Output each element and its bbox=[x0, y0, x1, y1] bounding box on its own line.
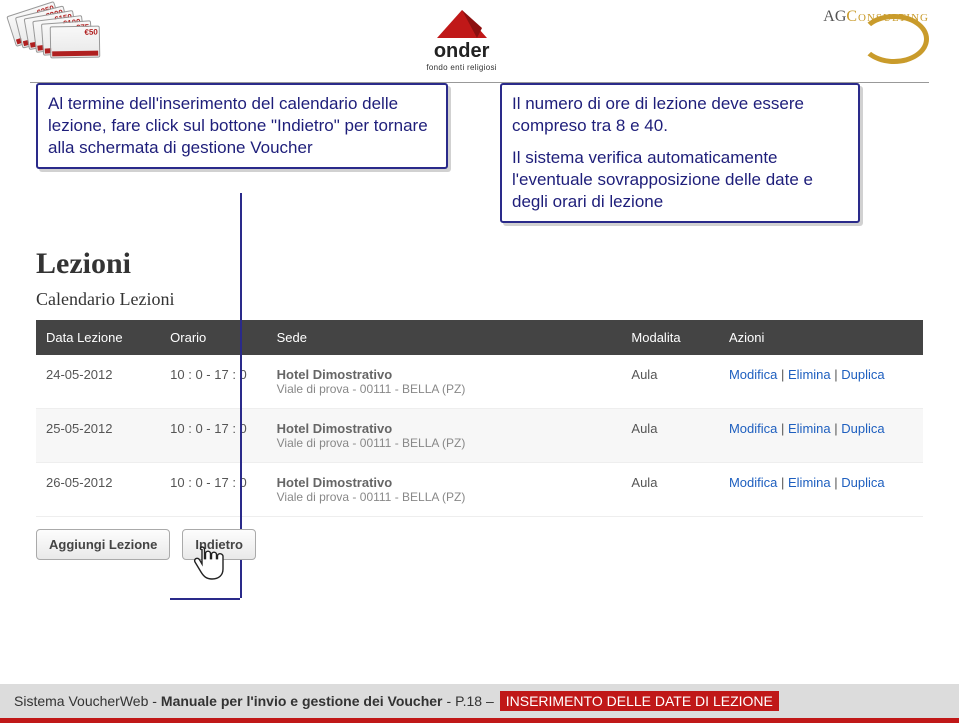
cell-orario: 10 : 0 - 17 : 0 bbox=[160, 409, 266, 463]
col-modalita: Modalita bbox=[621, 320, 719, 355]
cell-modalita: Aula bbox=[621, 355, 719, 409]
cell-azioni: Modifica | Elimina | Duplica bbox=[719, 409, 923, 463]
action-modifica[interactable]: Modifica bbox=[729, 421, 777, 436]
onder-tagline: fondo enti religiosi bbox=[426, 63, 496, 72]
agconsulting-logo: AGConsulting bbox=[823, 8, 929, 64]
table-row: 24-05-201210 : 0 - 17 : 0Hotel Dimostrat… bbox=[36, 355, 923, 409]
col-data: Data Lezione bbox=[36, 320, 160, 355]
callout-indietro-text: Al termine dell'inserimento del calendar… bbox=[48, 93, 436, 159]
action-modifica[interactable]: Modifica bbox=[729, 367, 777, 382]
callout-ore-p2: Il sistema verifica automaticamente l'ev… bbox=[512, 147, 848, 213]
cell-azioni: Modifica | Elimina | Duplica bbox=[719, 355, 923, 409]
cell-data: 24-05-2012 bbox=[36, 355, 160, 409]
add-lesson-button[interactable]: Aggiungi Lezione bbox=[36, 529, 170, 560]
callout-ore-p1: Il numero di ore di lezione deve essere … bbox=[512, 93, 848, 137]
action-duplica[interactable]: Duplica bbox=[841, 475, 884, 490]
slide-header: €250 €200 €150 €100 €75 €50 onder fondo … bbox=[0, 0, 959, 78]
voucher-cards-icon: €250 €200 €150 €100 €75 €50 bbox=[10, 8, 100, 64]
cursor-hand-icon bbox=[188, 543, 228, 585]
footer-manual: Manuale per l'invio e gestione dei Vouch… bbox=[161, 693, 443, 709]
page-title: Lezioni bbox=[36, 247, 923, 281]
slide-footer: Sistema VoucherWeb - Manuale per l'invio… bbox=[0, 684, 959, 723]
onder-triangle-icon bbox=[427, 8, 497, 42]
page-subtitle: Calendario Lezioni bbox=[36, 289, 923, 310]
action-modifica[interactable]: Modifica bbox=[729, 475, 777, 490]
connector-line bbox=[170, 598, 240, 600]
cell-sede: Hotel DimostrativoViale di prova - 00111… bbox=[267, 463, 622, 517]
footer-page: - P.18 – bbox=[447, 693, 494, 709]
callout-indietro: Al termine dell'inserimento del calendar… bbox=[36, 83, 448, 169]
table-header: Data Lezione Orario Sede Modalita Azioni bbox=[36, 320, 923, 355]
table-row: 26-05-201210 : 0 - 17 : 0Hotel Dimostrat… bbox=[36, 463, 923, 517]
cell-modalita: Aula bbox=[621, 409, 719, 463]
cell-orario: 10 : 0 - 17 : 0 bbox=[160, 355, 266, 409]
action-elimina[interactable]: Elimina bbox=[788, 475, 831, 490]
callout-ore: Il numero di ore di lezione deve essere … bbox=[500, 83, 860, 223]
ag-text: AG bbox=[823, 8, 846, 25]
cell-orario: 10 : 0 - 17 : 0 bbox=[160, 463, 266, 517]
consulting-text: Consulting bbox=[846, 8, 929, 25]
action-duplica[interactable]: Duplica bbox=[841, 367, 884, 382]
onder-brand-text: onder bbox=[426, 40, 496, 63]
footer-section: INSERIMENTO DELLE DATE DI LEZIONE bbox=[500, 691, 779, 711]
cell-data: 25-05-2012 bbox=[36, 409, 160, 463]
footer-red-line bbox=[0, 718, 959, 723]
action-elimina[interactable]: Elimina bbox=[788, 421, 831, 436]
onder-logo: onder fondo enti religiosi bbox=[426, 8, 496, 72]
cell-sede: Hotel DimostrativoViale di prova - 00111… bbox=[267, 355, 622, 409]
cell-azioni: Modifica | Elimina | Duplica bbox=[719, 463, 923, 517]
lessons-table: Data Lezione Orario Sede Modalita Azioni… bbox=[36, 320, 923, 517]
footer-prefix: Sistema VoucherWeb - bbox=[14, 693, 157, 709]
col-azioni: Azioni bbox=[719, 320, 923, 355]
action-duplica[interactable]: Duplica bbox=[841, 421, 884, 436]
col-orario: Orario bbox=[160, 320, 266, 355]
action-elimina[interactable]: Elimina bbox=[788, 367, 831, 382]
table-row: 25-05-201210 : 0 - 17 : 0Hotel Dimostrat… bbox=[36, 409, 923, 463]
cell-sede: Hotel DimostrativoViale di prova - 00111… bbox=[267, 409, 622, 463]
cell-modalita: Aula bbox=[621, 463, 719, 517]
cell-data: 26-05-2012 bbox=[36, 463, 160, 517]
col-sede: Sede bbox=[267, 320, 622, 355]
